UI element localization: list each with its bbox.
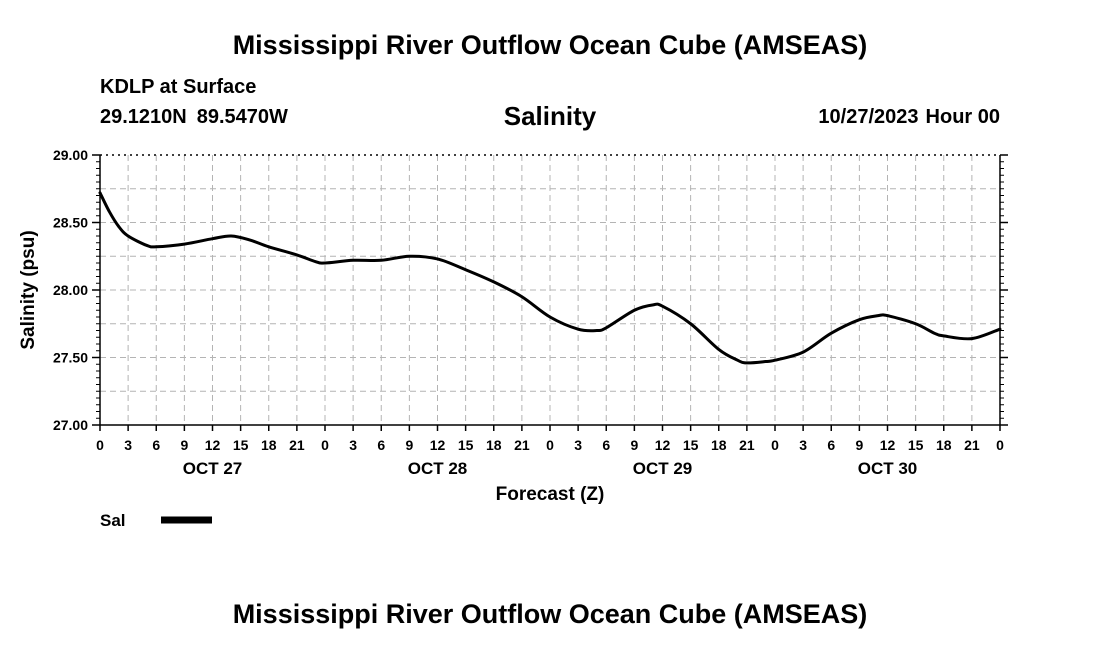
- forecast-date: 10/27/2023 Hour 00: [818, 106, 1000, 129]
- x-tick-label: 12: [880, 437, 896, 453]
- x-tick-label: 0: [771, 437, 779, 453]
- x-tick-label: 15: [233, 437, 249, 453]
- axis-labels: 27.00 27.50 28.00 28.50 29.00 0 3 6 9 12 15 18 21 0 3 6…: [18, 147, 1004, 505]
- x-tick-label: 0: [996, 437, 1004, 453]
- x-tick-label: 21: [289, 437, 305, 453]
- day-label: OCT 28: [408, 459, 468, 478]
- x-tick-label: 6: [152, 437, 160, 453]
- x-tick-label: 3: [574, 437, 582, 453]
- station-coordinates: 29.1210N 89.5470W: [100, 106, 288, 129]
- station-label: KDLP at Surface: [100, 76, 257, 98]
- legend: Sal: [100, 511, 212, 530]
- x-tick-label: 15: [908, 437, 924, 453]
- x-tick-label: 18: [711, 437, 727, 453]
- y-tick-label: 29.00: [53, 147, 88, 163]
- y-axis-title: Salinity (psu): [18, 230, 39, 349]
- x-tick-label: 12: [430, 437, 446, 453]
- grid: [100, 155, 1000, 425]
- salinity-series-line: [98, 191, 1002, 365]
- x-axis-title: Forecast (Z): [496, 484, 605, 505]
- x-tick-label: 3: [799, 437, 807, 453]
- day-label: OCT 27: [183, 459, 243, 478]
- x-tick-label: 18: [261, 437, 277, 453]
- legend-label: Sal: [100, 511, 126, 530]
- x-tick-label: 9: [405, 437, 413, 453]
- x-tick-label: 12: [205, 437, 221, 453]
- x-tick-label: 9: [630, 437, 638, 453]
- x-tick-label: 6: [827, 437, 835, 453]
- x-tick-label: 18: [486, 437, 502, 453]
- x-tick-label: 0: [96, 437, 104, 453]
- x-tick-label: 18: [936, 437, 952, 453]
- y-tick-label: 28.00: [53, 282, 88, 298]
- x-tick-label: 6: [602, 437, 610, 453]
- x-tick-label: 21: [514, 437, 530, 453]
- x-tick-label: 9: [855, 437, 863, 453]
- day-label: OCT 30: [858, 459, 918, 478]
- x-tick-label: 9: [180, 437, 188, 453]
- footer-title: Mississippi River Outflow Ocean Cube (AM…: [232, 599, 868, 629]
- chart-main-title: Mississippi River Outflow Ocean Cube (AM…: [232, 30, 868, 60]
- longitude-label: 89.5470W: [196, 106, 288, 128]
- x-tick-label: 3: [124, 437, 132, 453]
- variable-title: Salinity: [503, 101, 597, 131]
- series-layer: [98, 191, 1002, 365]
- day-label: OCT 29: [633, 459, 693, 478]
- y-tick-label: 27.00: [53, 417, 88, 433]
- x-tick-label: 0: [321, 437, 329, 453]
- x-tick-label: 21: [739, 437, 755, 453]
- x-tick-label: 3: [349, 437, 357, 453]
- x-tick-label: 0: [546, 437, 554, 453]
- latitude-label: 29.1210N: [100, 106, 187, 128]
- y-tick-label: 27.50: [53, 350, 88, 366]
- y-tick-label: 28.50: [53, 215, 88, 231]
- x-tick-label: 12: [655, 437, 671, 453]
- date-label: 10/27/2023: [818, 106, 919, 128]
- x-tick-label: 21: [964, 437, 980, 453]
- hour-label: Hour 00: [925, 106, 1000, 128]
- x-tick-label: 6: [377, 437, 385, 453]
- x-tick-label: 15: [458, 437, 474, 453]
- x-tick-label: 15: [683, 437, 699, 453]
- axes: [92, 154, 1008, 431]
